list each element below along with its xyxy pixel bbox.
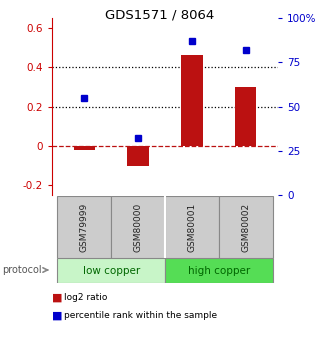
Bar	[57, 196, 111, 258]
Bar	[219, 196, 273, 258]
Bar	[127, 146, 149, 166]
Text: GSM80002: GSM80002	[241, 203, 250, 252]
Bar	[74, 146, 95, 150]
Text: GSM80001: GSM80001	[188, 203, 196, 252]
Bar	[181, 55, 203, 146]
Text: low copper: low copper	[83, 266, 140, 276]
Bar	[235, 87, 256, 146]
Bar	[165, 258, 273, 283]
Text: protocol: protocol	[2, 265, 42, 275]
Text: GSM79999: GSM79999	[80, 203, 89, 252]
Text: log2 ratio: log2 ratio	[64, 294, 108, 303]
Text: high copper: high copper	[188, 266, 250, 276]
Bar	[165, 196, 219, 258]
Bar	[111, 196, 165, 258]
Text: GSM80000: GSM80000	[133, 203, 143, 252]
Text: percentile rank within the sample: percentile rank within the sample	[64, 312, 217, 321]
Text: GDS1571 / 8064: GDS1571 / 8064	[105, 8, 215, 21]
Bar	[57, 258, 165, 283]
Text: ■: ■	[52, 311, 62, 321]
Text: ■: ■	[52, 293, 62, 303]
